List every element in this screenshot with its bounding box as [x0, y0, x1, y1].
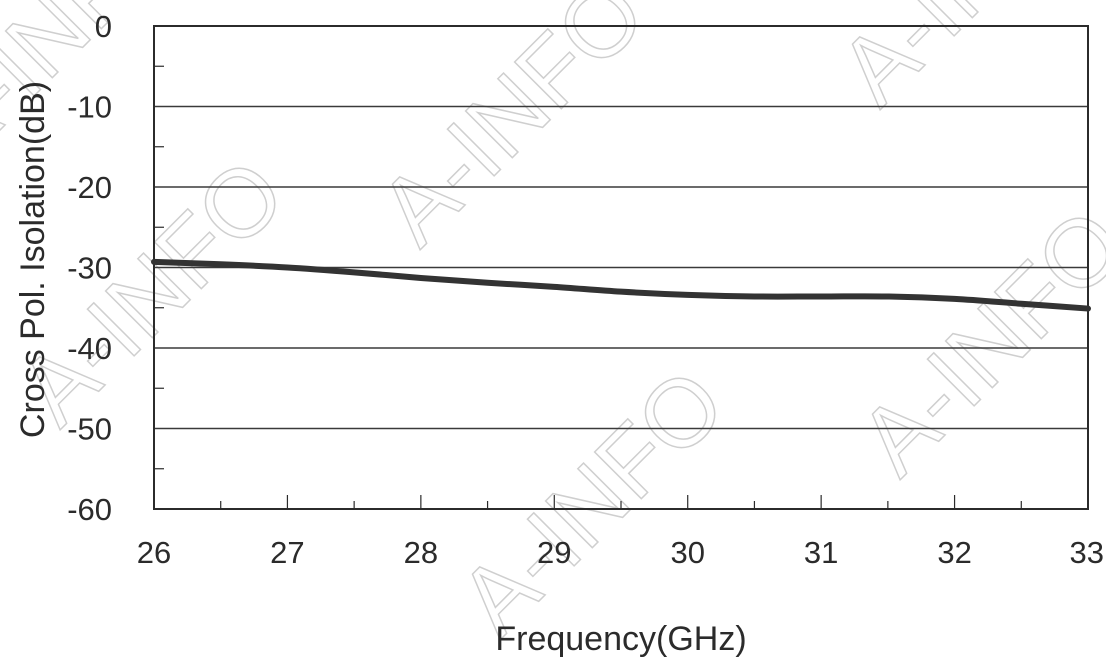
y-tick-label: -50 — [67, 412, 112, 447]
watermark-text: A-INFO — [359, 0, 665, 265]
x-tick-label: 26 — [137, 535, 171, 570]
x-tick-label: 28 — [404, 535, 438, 570]
x-tick-labels: 26 27 28 29 30 31 32 33 — [137, 535, 1104, 570]
x-tick-label: 32 — [937, 535, 971, 570]
y-axis-label: Cross Pol. Isolation(dB) — [14, 81, 52, 438]
x-tick-label: 30 — [670, 535, 704, 570]
y-tick-label: -60 — [67, 492, 112, 527]
y-tick-label: -30 — [67, 251, 112, 286]
series-layer — [151, 258, 1091, 312]
x-axis-label: Frequency(GHz) — [495, 620, 746, 658]
x-tick-label: 31 — [804, 535, 838, 570]
minor-ticks — [154, 65, 1022, 509]
y-tick-label: -40 — [67, 331, 112, 366]
y-tick-labels: 0 -10 -20 -30 -40 -50 -60 — [67, 9, 112, 527]
y-tick-label: -20 — [67, 170, 112, 205]
x-tick-label: 29 — [537, 535, 571, 570]
y-tick-label: 0 — [95, 9, 112, 44]
x-tick-label: 27 — [270, 535, 304, 570]
watermark-text: A-INFO — [439, 349, 745, 655]
x-tick-label: 33 — [1070, 535, 1104, 570]
watermark-text: A-INFO — [839, 189, 1106, 495]
plot-area-frame — [153, 25, 1089, 510]
y-tick-label: -10 — [67, 90, 112, 125]
series-line — [151, 258, 1091, 312]
